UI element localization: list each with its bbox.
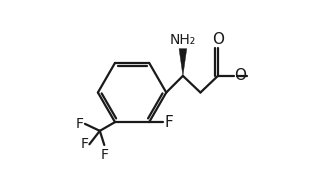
Polygon shape	[179, 49, 187, 76]
Text: O: O	[235, 68, 247, 83]
Text: F: F	[76, 117, 84, 131]
Text: F: F	[80, 137, 89, 151]
Text: F: F	[100, 148, 108, 162]
Text: O: O	[213, 32, 224, 47]
Text: NH₂: NH₂	[170, 33, 196, 47]
Text: F: F	[164, 115, 173, 130]
